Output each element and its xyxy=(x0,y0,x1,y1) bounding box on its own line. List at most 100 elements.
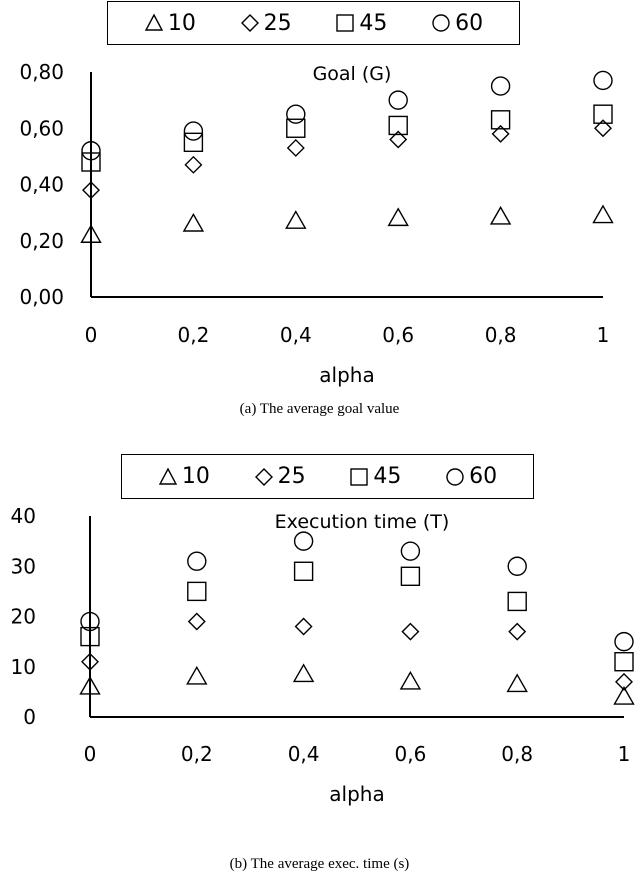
diamond-icon xyxy=(254,467,273,486)
square-marker xyxy=(593,104,613,124)
x-tick-label: 0 xyxy=(84,742,97,766)
circle-marker xyxy=(81,141,101,161)
circle-marker xyxy=(593,70,613,91)
square-marker xyxy=(490,110,511,130)
figure-exec-time: 0 10 20 30 40 0 0,2 0,4 0,6 0,8 1 alpha Execution ti… xyxy=(0,440,639,880)
x-tick-label: 1 xyxy=(597,323,610,347)
diamond-marker xyxy=(82,181,100,200)
series-10 xyxy=(80,204,614,243)
square-marker xyxy=(187,581,207,602)
legend-item: 45 xyxy=(349,464,401,489)
square-marker xyxy=(400,566,421,587)
chart-title: Execution time (T) xyxy=(275,511,450,533)
triangle-marker xyxy=(592,204,614,224)
legend-item: 45 xyxy=(335,11,387,36)
y-tick-label: 0,80 xyxy=(19,60,64,84)
legend-label: 25 xyxy=(277,464,306,489)
y-tick-label: 20 xyxy=(11,605,36,629)
triangle-marker xyxy=(292,663,315,683)
x-axis-label: alpha xyxy=(319,363,374,387)
legend-label: 60 xyxy=(455,10,484,36)
x-tick-label: 0,6 xyxy=(394,742,426,766)
circle-marker xyxy=(187,551,207,571)
exec-time-legend: 10 25 45 60 xyxy=(121,454,534,499)
x-axis-label: alpha xyxy=(329,782,384,806)
circle-marker xyxy=(388,90,408,110)
x-tick-label: 0 xyxy=(85,323,98,347)
square-marker xyxy=(293,561,314,581)
square-icon xyxy=(336,14,355,32)
legend-item: 10 xyxy=(144,11,196,36)
diamond-marker xyxy=(491,124,510,143)
circle-icon xyxy=(446,467,464,486)
diamond-marker xyxy=(594,119,612,138)
series-60 xyxy=(81,70,613,161)
diamond-marker xyxy=(184,155,203,174)
triangle-icon xyxy=(158,467,178,485)
x-tick-label: 0,4 xyxy=(280,323,312,347)
legend-label: 60 xyxy=(469,464,498,489)
diamond-marker xyxy=(508,622,527,641)
triangle-marker xyxy=(285,210,307,229)
circle-marker xyxy=(490,76,511,96)
legend-label: 25 xyxy=(263,10,292,36)
triangle-marker xyxy=(613,685,635,705)
y-tick-label: 10 xyxy=(11,655,36,679)
triangle-marker xyxy=(387,207,409,227)
figure-caption: (b) The average exec. time (s) xyxy=(229,856,410,872)
circle-marker xyxy=(80,611,100,632)
y-tick-label: 40 xyxy=(11,504,36,528)
square-icon xyxy=(350,467,369,486)
diamond-marker xyxy=(615,672,633,691)
legend-label: 45 xyxy=(359,10,388,36)
triangle-icon xyxy=(144,13,164,31)
legend-item: 25 xyxy=(240,11,292,36)
diamond-marker xyxy=(81,652,99,671)
x-tick-label: 0,2 xyxy=(181,742,213,766)
triangle-marker xyxy=(79,675,101,695)
triangle-marker xyxy=(489,205,512,225)
x-tick-label: 0,8 xyxy=(501,742,533,766)
y-tick-label: 0,20 xyxy=(19,229,64,253)
figure-goal: 0,00 0,20 0,40 0,60 0,80 0 0,2 0,4 0,6 0,8 1 alpha G… xyxy=(0,0,639,432)
goal-chart: 0,00 0,20 0,40 0,60 0,80 0 0,2 0,4 0,6 0,8 1 alpha G… xyxy=(19,60,614,387)
circle-marker xyxy=(507,556,527,576)
diamond-marker xyxy=(389,130,408,149)
series-45 xyxy=(81,104,613,172)
legend-label: 10 xyxy=(167,10,196,36)
series-25 xyxy=(81,612,633,691)
circle-marker xyxy=(400,541,421,561)
y-tick-label: 30 xyxy=(11,554,36,578)
goal-legend: 10 25 45 60 xyxy=(107,1,520,45)
circle-marker xyxy=(293,531,314,551)
series-45 xyxy=(80,561,634,672)
triangle-marker xyxy=(80,224,102,243)
y-tick-label: 0 xyxy=(23,705,36,729)
square-marker xyxy=(388,115,408,136)
x-tick-label: 0,4 xyxy=(288,742,320,766)
square-marker xyxy=(80,626,100,647)
series-60 xyxy=(80,531,634,652)
x-tick-label: 0,6 xyxy=(382,323,414,347)
series-25 xyxy=(82,119,612,200)
exec-time-chart: 0 10 20 30 40 0 0,2 0,4 0,6 0,8 1 alpha Execution ti… xyxy=(11,504,635,806)
triangle-marker xyxy=(186,665,208,685)
legend-item: 10 xyxy=(158,464,210,489)
legend-item: 25 xyxy=(254,464,306,489)
series-10 xyxy=(79,663,635,705)
circle-icon xyxy=(432,14,450,32)
triangle-marker xyxy=(399,670,422,690)
square-marker xyxy=(81,152,101,172)
circle-marker xyxy=(614,631,634,652)
chart-title: Goal (G) xyxy=(313,63,392,85)
triangle-marker xyxy=(182,212,205,232)
legend-label: 10 xyxy=(181,464,210,489)
x-tick-label: 1 xyxy=(618,742,631,766)
square-marker xyxy=(286,118,306,138)
x-tick-label: 0,8 xyxy=(485,323,517,347)
square-marker xyxy=(614,652,634,672)
y-tick-label: 0,60 xyxy=(19,116,64,140)
legend-label: 45 xyxy=(373,464,402,489)
circle-marker xyxy=(183,121,204,141)
diamond-icon xyxy=(240,14,259,32)
